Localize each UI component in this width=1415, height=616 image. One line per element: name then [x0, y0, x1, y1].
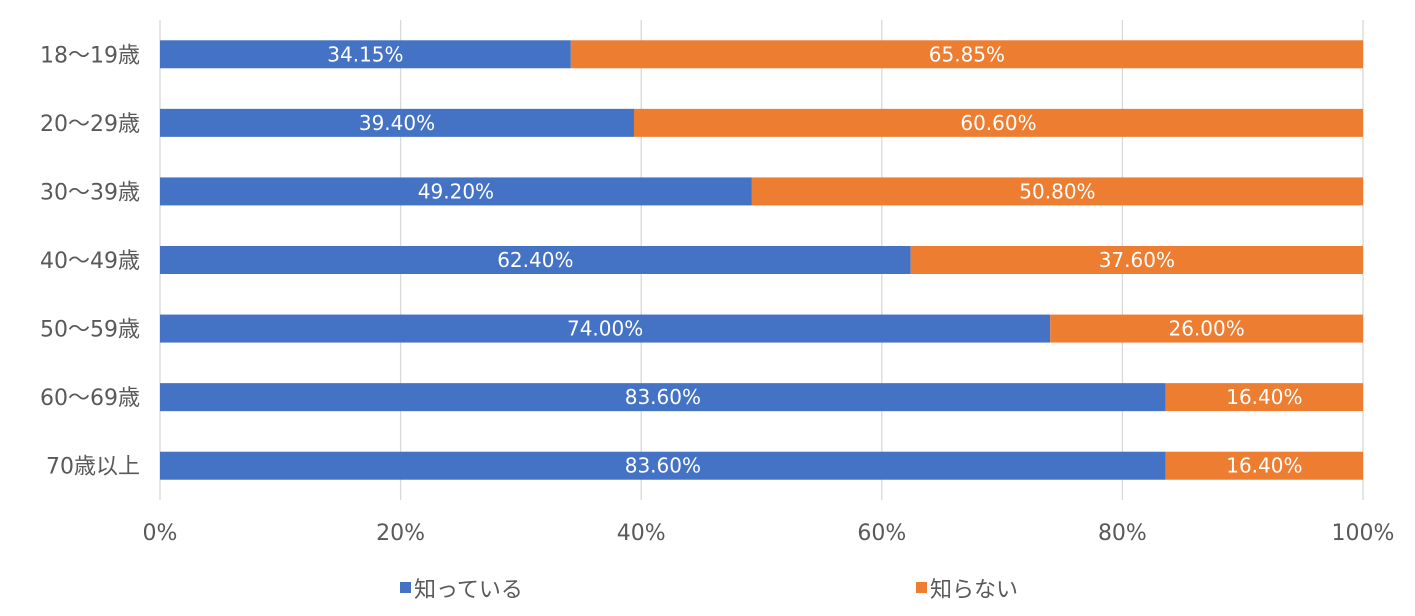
bar-segment-know	[160, 451, 1166, 480]
x-tick-label: 40%	[617, 521, 666, 546]
bar-segment-dont-know	[1050, 314, 1363, 343]
category-label: 50～59歳	[40, 318, 140, 343]
data-label: 74.00%	[567, 317, 643, 341]
bar-segment-dont-know	[1165, 383, 1363, 412]
bar-segment-know	[160, 108, 634, 137]
data-label: 16.40%	[1226, 454, 1302, 478]
legend-label: 知らない	[930, 578, 1018, 603]
category-label: 40～49歳	[40, 249, 140, 274]
data-label: 34.15%	[327, 42, 403, 66]
data-label: 37.60%	[1099, 248, 1175, 272]
legend-label: 知っている	[414, 578, 523, 603]
data-label: 49.20%	[418, 179, 494, 203]
data-label: 50.80%	[1019, 179, 1095, 203]
bar-segment-dont-know	[910, 246, 1363, 274]
data-label: 83.60%	[625, 454, 701, 478]
category-label: 30～39歳	[40, 180, 140, 205]
x-tick-label: 100%	[1332, 521, 1395, 546]
data-label: 16.40%	[1226, 385, 1302, 409]
data-label: 62.40%	[497, 248, 573, 272]
bar-segment-know	[160, 177, 752, 206]
bar-segment-dont-know	[570, 40, 1363, 69]
data-label: 26.00%	[1168, 317, 1244, 341]
x-tick-label: 0%	[143, 521, 178, 546]
data-label: 60.60%	[960, 111, 1036, 135]
category-label: 18～19歳	[40, 43, 140, 68]
category-label: 60～69歳	[40, 386, 140, 411]
bar-segment-know	[160, 383, 1166, 412]
bar-segment-dont-know	[1165, 451, 1363, 480]
legend-swatch	[400, 582, 411, 593]
bar-segment-know	[160, 314, 1051, 343]
bar-segment-dont-know	[751, 177, 1363, 206]
category-label: 70歳以上	[46, 455, 140, 480]
category-label: 20～29歳	[40, 112, 140, 137]
bar-segment-know	[160, 246, 911, 274]
bar-segment-dont-know	[633, 108, 1363, 137]
data-label: 83.60%	[625, 385, 701, 409]
x-tick-label: 20%	[376, 521, 425, 546]
data-label: 39.40%	[359, 111, 435, 135]
data-label: 65.85%	[929, 42, 1005, 66]
x-tick-label: 60%	[857, 521, 906, 546]
bar-segment-know	[160, 40, 571, 69]
x-tick-label: 80%	[1098, 521, 1147, 546]
legend-swatch	[916, 582, 927, 593]
